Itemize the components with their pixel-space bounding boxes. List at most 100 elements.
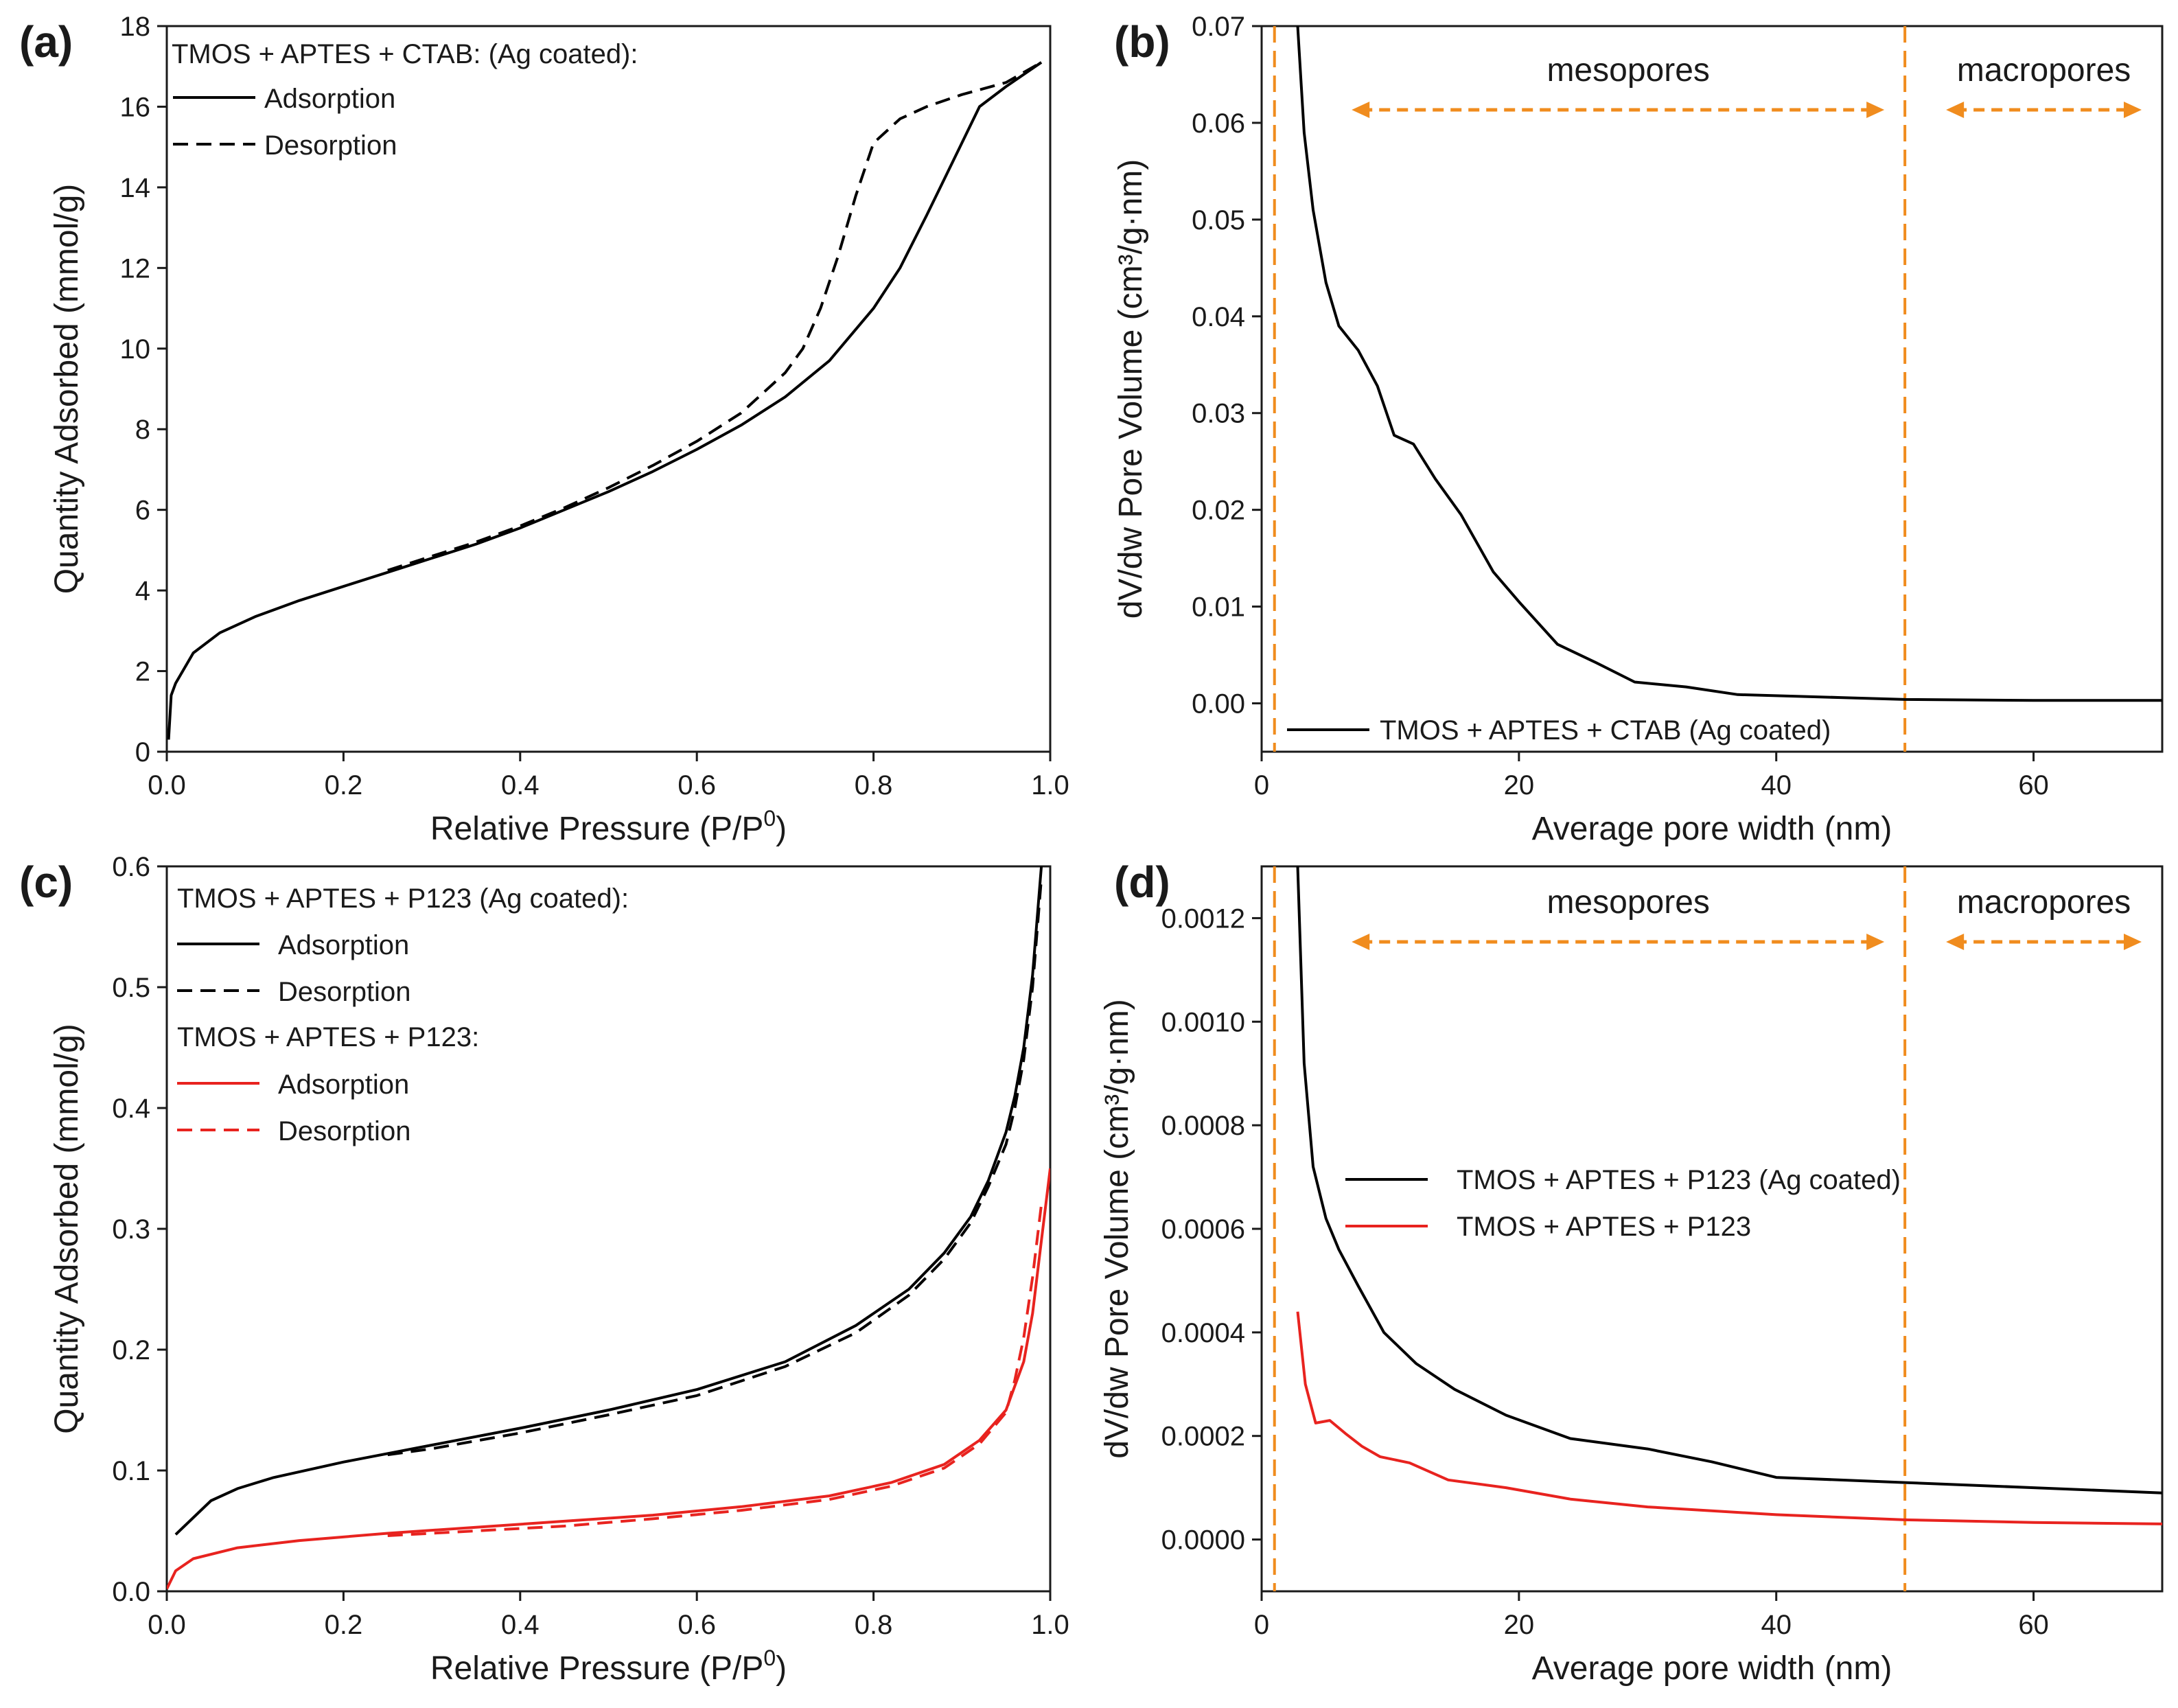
- y-tick-label: 10: [120, 334, 151, 365]
- y-tick-label: 18: [120, 12, 151, 42]
- legend-entry: Desorption: [278, 977, 410, 1007]
- y-tick-label: 0.0008: [1161, 1111, 1245, 1141]
- series-line-desorption: [387, 878, 1043, 1457]
- x-axis-label-tail: ): [776, 1650, 787, 1687]
- x-axis-label: Relative Pressure (P/P0): [430, 806, 787, 847]
- series-line-adsorption: [174, 866, 1043, 1536]
- x-tick-label: 0.0: [148, 1610, 186, 1640]
- x-axis-label-superscript: 0: [763, 1646, 776, 1670]
- y-tick-label: 4: [135, 576, 150, 606]
- y-tick-label: 8: [135, 415, 150, 445]
- x-tick-label: 40: [1761, 1610, 1792, 1640]
- plot-frame: [165, 25, 1052, 753]
- y-axis-label: dV/dw Pore Volume (cm³/g·nm): [1113, 159, 1149, 619]
- y-tick-label: 14: [120, 173, 151, 203]
- legend-entry: TMOS + APTES + P123 (Ag coated): [1457, 1165, 1901, 1195]
- panel-c: (c) 0.0 0.2 0.4 0.6 0.8 1.0 0.0 0.1 0.2 0.3 0.4 0.5 0…: [19, 852, 1069, 1687]
- legend-title: TMOS + APTES + CTAB: (Ag coated):: [172, 39, 638, 69]
- y-tick-label: 0.02: [1192, 496, 1245, 526]
- mesopores-arrow-head-right: [1866, 102, 1885, 118]
- plot-area: [1273, 26, 2162, 752]
- panel-a: (a) 0.0 0.2 0.4 0.6 0.8 1.0 0 2 4 6 8 10 12 14 16 18 Rela…: [19, 12, 1069, 847]
- legend-title: TMOS + APTES + P123 (Ag coated):: [177, 884, 629, 914]
- y-tick-label: 0.0006: [1161, 1214, 1245, 1245]
- x-axis-label: Average pore width (nm): [1532, 1650, 1892, 1687]
- y-tick-label: 0.6: [112, 852, 150, 882]
- x-axis-label-text: Relative Pressure (P/P: [430, 1650, 764, 1687]
- x-axis-label-text: Relative Pressure (P/P: [430, 811, 764, 847]
- y-axis-label: dV/dw Pore Volume (cm³/g·nm): [1099, 999, 1135, 1459]
- x-tick-label: 60: [2018, 1610, 2049, 1640]
- plot-frame: [165, 865, 1052, 1593]
- x-tick-label: 0.0: [148, 770, 186, 800]
- x-tick-label: 0: [1254, 770, 1269, 800]
- mesopores-arrow-head-left: [1352, 102, 1370, 118]
- x-tick-label: 20: [1504, 770, 1535, 800]
- legend-entry: Adsorption: [278, 1070, 409, 1100]
- x-axis-label-tail: ): [776, 811, 787, 847]
- series-line-desorption: [387, 1204, 1043, 1537]
- y-tick-label: 0.00: [1192, 689, 1245, 719]
- y-tick-label: 0.0004: [1161, 1318, 1245, 1348]
- x-tick-label: 0.4: [501, 1610, 540, 1640]
- macropores-arrow-head-left: [1946, 934, 1965, 950]
- macropores-arrow-head-right: [2124, 102, 2142, 118]
- legend-entry: Adsorption: [278, 930, 409, 960]
- y-tick-label: 0.1: [112, 1456, 150, 1486]
- plot-area: [167, 61, 1043, 740]
- y-tick-label: 0.04: [1192, 302, 1245, 332]
- y-axis-label: Quantity Adsorbed (mmol/g): [49, 1024, 85, 1434]
- y-tick-label: 16: [120, 92, 151, 122]
- y-tick-label: 0.0012: [1161, 903, 1245, 934]
- y-tick-label: 0.06: [1192, 108, 1245, 139]
- y-axis-label: Quantity Adsorbed (mmol/g): [49, 184, 85, 595]
- mesopores-arrow-head-right: [1866, 934, 1885, 950]
- y-tick-label: 0.0010: [1161, 1007, 1245, 1037]
- x-axis-label-text: Average pore width (nm): [1532, 811, 1892, 847]
- plot-area: [1273, 866, 2162, 1591]
- y-tick-label: 12: [120, 253, 151, 284]
- macropores-arrow-head-left: [1946, 102, 1965, 118]
- x-tick-label: 0.8: [855, 770, 893, 800]
- y-tick-label: 0.4: [112, 1094, 150, 1124]
- x-tick-label: 1.0: [1031, 1610, 1069, 1640]
- y-tick-label: 0.2: [112, 1335, 150, 1365]
- x-tick-label: 60: [2018, 770, 2049, 800]
- panel-d: (d) 0 20 40 60 0.0000 0.0002 0.0004 0.0006 0.0008…: [1099, 857, 2164, 1687]
- mesopores-label: mesopores: [1546, 884, 1709, 921]
- legend-entry: Adsorption: [264, 84, 395, 114]
- macropores-label: macropores: [1957, 884, 2131, 921]
- x-axis-label: Relative Pressure (P/P0): [430, 1646, 787, 1687]
- series-line-adsorption: [167, 1168, 1050, 1590]
- y-tick-label: 0.03: [1192, 399, 1245, 429]
- panel-b: (b) 0 20 40 60 0.00 0.01 0.02 0.03 0.04 0.05 0.06 0.…: [1113, 12, 2164, 847]
- y-tick-label: 0.0: [112, 1577, 150, 1607]
- y-tick-label: 2: [135, 657, 150, 687]
- legend-entry: Desorption: [278, 1116, 410, 1146]
- x-tick-label: 20: [1504, 1610, 1535, 1640]
- x-tick-label: 0.4: [501, 770, 540, 800]
- y-tick-label: 0.05: [1192, 205, 1245, 235]
- y-tick-label: 0.0000: [1161, 1525, 1245, 1556]
- y-tick-label: 0.07: [1192, 12, 1245, 42]
- series-line-desorption: [387, 61, 1043, 572]
- series-line-tmos-aptes-ctab-ag-coated-: [1296, 26, 2162, 702]
- x-tick-label: 0.6: [677, 770, 716, 800]
- y-tick-label: 0.01: [1192, 592, 1245, 623]
- x-axis-label: Average pore width (nm): [1532, 811, 1892, 847]
- series-line-tmos-aptes-p123-ag-coated-: [1296, 866, 2162, 1494]
- plot-area: [167, 866, 1050, 1590]
- y-tick-label: 6: [135, 496, 150, 526]
- mesopores-arrow-head-left: [1352, 934, 1370, 950]
- y-tick-label: 0.3: [112, 1214, 150, 1245]
- x-axis-label-text: Average pore width (nm): [1532, 1650, 1892, 1687]
- mesopores-label: mesopores: [1546, 52, 1709, 89]
- y-tick-label: 0.5: [112, 973, 150, 1003]
- series-line-tmos-aptes-p123: [1296, 1311, 2162, 1525]
- panel-label: (a): [19, 17, 73, 67]
- legend-entry: Desorption: [264, 130, 397, 161]
- series-line-adsorption: [167, 61, 1043, 740]
- x-tick-label: 0.2: [325, 1610, 363, 1640]
- x-tick-label: 1.0: [1031, 770, 1069, 800]
